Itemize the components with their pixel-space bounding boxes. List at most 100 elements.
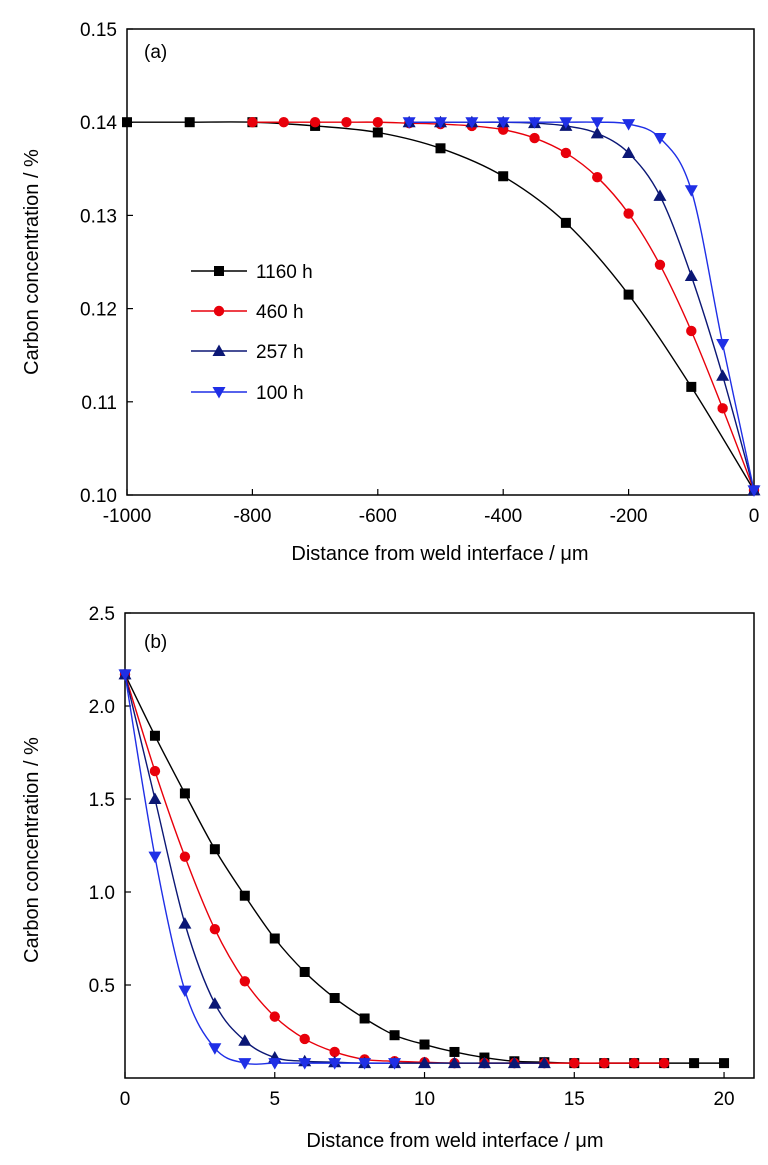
- data-point-100h: [496, 117, 510, 129]
- data-point-460h: [529, 132, 540, 144]
- data-point-460h: [654, 259, 666, 270]
- data-point-100h: [178, 985, 192, 998]
- y-tick-label: 0.14: [80, 113, 117, 134]
- data-point-257h: [507, 1056, 521, 1069]
- data-point-100h: [388, 1058, 402, 1070]
- data-point-257h: [447, 1056, 461, 1069]
- data-point-1160h: [435, 143, 446, 154]
- data-point-1160h: [329, 993, 340, 1004]
- data-point-100h: [434, 117, 447, 129]
- data-point-100h: [716, 339, 730, 351]
- data-point-460h: [149, 765, 161, 777]
- x-ticks-a: -1000 -800 -600 -400 -200 0: [103, 489, 760, 527]
- data-point-257h: [716, 369, 730, 381]
- data-point-460h: [372, 117, 383, 128]
- x-tick-label: -1000: [103, 506, 152, 527]
- data-point-1160h: [449, 1046, 460, 1057]
- y-tick-label: 0.5: [89, 976, 115, 997]
- y-tick-label: 2.5: [89, 604, 115, 625]
- data-point-1160h: [560, 217, 571, 228]
- data-point-460h: [269, 1011, 280, 1022]
- data-point-100h: [208, 1043, 222, 1055]
- data-point-100h: [528, 117, 542, 129]
- data-point-1160h: [179, 788, 190, 799]
- data-point-100h: [465, 117, 479, 129]
- y-tick-label: 0.12: [80, 300, 117, 321]
- legend-label: 460 h: [256, 302, 304, 323]
- data-point-460h: [560, 147, 572, 159]
- x-tick-label: -200: [610, 506, 648, 527]
- y-axis-label-a: Carbon concentration / %: [21, 149, 43, 375]
- data-point-460h: [209, 924, 221, 935]
- x-tick-label: 0: [120, 1089, 131, 1110]
- data-point-1160h: [184, 117, 195, 128]
- legend-label: 1160 h: [256, 262, 313, 283]
- data-point-460h: [628, 1057, 640, 1069]
- data-point-1160h: [239, 890, 250, 901]
- data-point-100h: [622, 119, 636, 131]
- data-point-460h: [278, 117, 289, 128]
- data-point-460h: [341, 117, 352, 128]
- data-point-460h: [623, 208, 634, 219]
- data-point-1160h: [209, 844, 220, 855]
- y-ticks-b: 0.5 1.0 1.5 2.0 2.5: [89, 604, 131, 997]
- y-tick-label: 1.5: [89, 790, 115, 811]
- data-point-1160h: [419, 1039, 430, 1050]
- legend-label: 100 h: [256, 383, 304, 404]
- panel-label-b: (b): [144, 632, 167, 653]
- data-point-1160h: [149, 730, 160, 741]
- data-point-460h: [299, 1033, 310, 1045]
- series-a: [122, 115, 761, 497]
- data-point-257h: [477, 1056, 491, 1069]
- data-point-1160h: [359, 1013, 370, 1024]
- x-tick-label: 15: [564, 1089, 585, 1110]
- data-point-257h: [590, 126, 604, 139]
- y-tick-label: 1.0: [89, 883, 115, 904]
- data-point-100h: [298, 1058, 312, 1070]
- data-point-460h: [329, 1046, 340, 1058]
- y-tick-label: 0.11: [81, 393, 117, 414]
- x-tick-label: 5: [269, 1089, 280, 1110]
- data-point-460h: [247, 117, 258, 128]
- series-100h: [402, 117, 761, 497]
- y-axis-label-b: Carbon concentration / %: [21, 737, 43, 963]
- series-line-257h: [124, 674, 545, 1064]
- y-tick-label: 0.10: [80, 486, 117, 507]
- data-point-1160h: [498, 171, 509, 182]
- data-point-257h: [418, 1056, 432, 1069]
- x-tick-label: 0: [749, 506, 760, 527]
- data-point-1160h: [623, 289, 634, 300]
- y-ticks-a: 0.10 0.11 0.12 0.13 0.14 0.15: [80, 20, 133, 507]
- panel-b: (b) Distance from weld interface / μm Ca…: [21, 604, 755, 1152]
- legend-item-460h: 460 h: [191, 302, 304, 323]
- data-point-1160h: [686, 381, 697, 392]
- data-point-460h: [569, 1057, 580, 1069]
- x-tick-label: -600: [359, 506, 397, 527]
- data-point-460h: [239, 976, 251, 987]
- plot-frame-a: [126, 28, 755, 496]
- data-point-100h: [684, 185, 698, 197]
- data-point-1160h: [372, 127, 383, 138]
- legend: 1160 h 460 h 257 h 100 h: [191, 262, 313, 404]
- x-axis-label-a: Distance from weld interface / μm: [291, 543, 588, 565]
- legend-item-257h: 257 h: [191, 342, 304, 363]
- series-b: [118, 667, 730, 1070]
- data-point-257h: [653, 189, 667, 201]
- x-ticks-b: 0 5 10 15 20: [120, 1072, 735, 1110]
- data-point-100h: [559, 117, 573, 129]
- data-point-460h: [717, 403, 728, 414]
- series-100h: [118, 669, 402, 1070]
- data-point-460h: [309, 117, 321, 128]
- data-point-100h: [268, 1058, 282, 1070]
- data-point-257h: [684, 269, 698, 281]
- legend-item-1160h: 1160 h: [191, 262, 313, 283]
- legend-label: 257 h: [256, 342, 304, 363]
- data-point-460h: [658, 1057, 670, 1069]
- data-point-100h: [747, 485, 761, 497]
- data-point-257h: [178, 917, 192, 929]
- series-line-460h: [252, 121, 755, 491]
- data-point-100h: [118, 669, 132, 681]
- data-point-257h: [622, 146, 636, 158]
- data-point-257h: [238, 1034, 252, 1046]
